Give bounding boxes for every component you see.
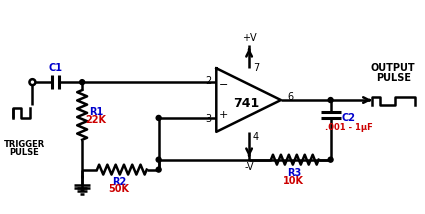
Text: C2: C2 [341,113,355,123]
Text: C1: C1 [48,63,62,73]
Circle shape [156,115,161,120]
Text: 22K: 22K [85,115,107,125]
Circle shape [79,80,85,85]
Circle shape [328,157,333,162]
Text: R3: R3 [287,168,301,178]
Text: 6: 6 [288,92,294,102]
Text: 741: 741 [233,97,259,110]
Text: +V: +V [242,33,256,43]
Text: .001 - 1µF: .001 - 1µF [325,123,372,132]
Text: PULSE: PULSE [10,148,40,157]
Text: TRIGGER: TRIGGER [4,140,45,149]
Text: 50K: 50K [108,184,129,195]
Text: PULSE: PULSE [376,73,411,83]
Text: OUTPUT: OUTPUT [371,63,416,73]
Circle shape [29,79,35,85]
Text: −: − [218,80,228,90]
Text: R2: R2 [112,177,126,187]
Text: R1: R1 [89,107,103,117]
Text: -V: -V [244,162,254,172]
Text: 3: 3 [205,114,211,124]
Circle shape [328,98,333,103]
Text: 10K: 10K [283,175,304,186]
Circle shape [156,157,161,162]
Text: 7: 7 [253,63,259,73]
Circle shape [156,167,161,172]
Text: 2: 2 [205,76,211,86]
Text: +: + [218,110,228,120]
Text: 4: 4 [253,132,259,142]
